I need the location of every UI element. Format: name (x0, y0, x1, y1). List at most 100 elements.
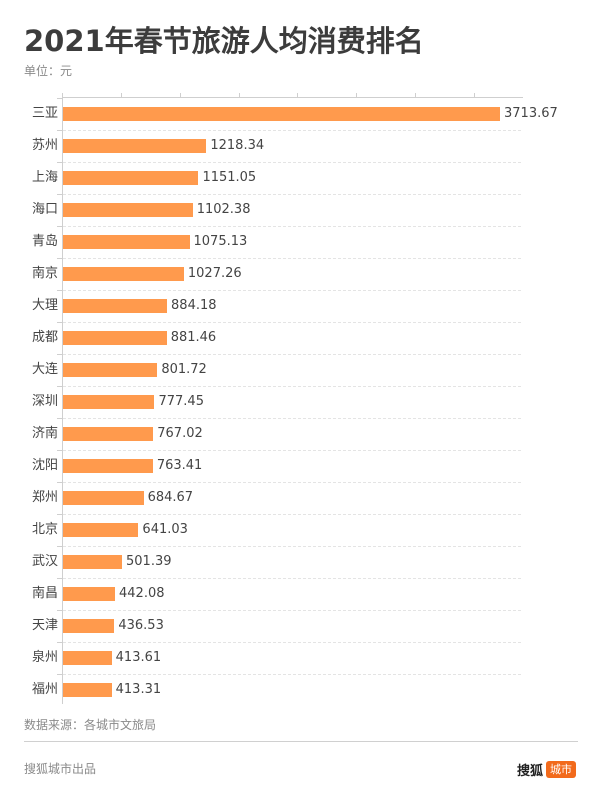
bar-chart: 三亚 3713.67 苏州 1218.34 上海 1151.05 海口 1102.38 青岛 10… (0, 93, 600, 706)
bar (63, 171, 199, 185)
value-label: 763.41 (156, 458, 203, 473)
bar (63, 651, 112, 665)
bar-row: 北京 641.03 (0, 514, 600, 547)
row-gridline (63, 290, 521, 291)
row-gridline (63, 450, 521, 451)
bar (63, 363, 158, 377)
value-label: 1218.34 (210, 138, 265, 153)
y-axis-tick (57, 450, 62, 451)
bar-row: 三亚 3713.67 (0, 98, 600, 131)
row-gridline (63, 258, 521, 259)
value-label: 684.67 (147, 490, 194, 505)
category-label: 济南 (31, 426, 58, 441)
y-axis-tick (57, 162, 62, 163)
bar (63, 619, 115, 633)
bar (63, 331, 167, 345)
category-label: 三亚 (31, 106, 58, 121)
category-label: 深圳 (31, 394, 58, 409)
brand-badge: 城市 (546, 760, 576, 778)
category-label: 郑州 (31, 490, 58, 505)
row-gridline (63, 194, 521, 195)
value-label: 436.53 (118, 618, 164, 633)
category-label: 福州 (31, 682, 58, 697)
value-label: 777.45 (158, 394, 204, 409)
data-source: 数据来源：各城市文旅局 (24, 718, 157, 732)
bar (63, 555, 122, 569)
y-axis-tick (57, 322, 62, 323)
row-gridline (63, 162, 521, 163)
bar-row: 大理 884.18 (0, 290, 600, 323)
row-gridline (63, 322, 521, 323)
y-axis-tick (57, 354, 62, 355)
row-gridline (63, 226, 521, 227)
bar-row: 成都 881.46 (0, 322, 600, 355)
x-axis-tick (120, 93, 122, 97)
category-label: 大连 (31, 362, 58, 377)
y-axis-line (62, 97, 63, 704)
row-gridline (63, 130, 521, 131)
bar (63, 299, 168, 313)
y-axis-tick (57, 418, 62, 419)
value-label: 767.02 (157, 426, 203, 441)
bar-row: 深圳 777.45 (0, 386, 600, 419)
bar-row: 天津 436.53 (0, 610, 600, 643)
value-label: 884.18 (171, 298, 217, 313)
bar-row: 苏州 1218.34 (0, 130, 600, 163)
bar (63, 427, 154, 441)
bar (63, 267, 184, 281)
row-gridline (63, 578, 521, 579)
row-gridline (63, 674, 521, 675)
y-axis-tick (57, 578, 62, 579)
brand-name: 搜狐 (516, 763, 543, 779)
value-label: 413.31 (115, 682, 162, 697)
y-axis-tick (57, 482, 62, 483)
row-gridline (63, 546, 521, 547)
value-label: 413.61 (115, 650, 162, 665)
bar (63, 459, 153, 473)
producer-credit: 搜狐城市出品 (24, 762, 97, 776)
category-label: 大理 (31, 298, 58, 313)
bar (63, 491, 144, 505)
x-axis-tick (62, 93, 63, 97)
category-label: 武汉 (31, 554, 58, 569)
category-label: 沈阳 (31, 458, 58, 473)
row-gridline (63, 642, 521, 643)
x-axis-tick (297, 93, 299, 97)
category-label: 北京 (31, 522, 58, 537)
y-axis-tick (57, 610, 62, 611)
footer-divider (24, 741, 578, 742)
category-label: 南京 (31, 266, 58, 281)
row-gridline (63, 418, 521, 419)
value-label: 881.46 (170, 330, 217, 345)
value-label: 1075.13 (193, 234, 248, 249)
y-axis-tick (57, 514, 62, 515)
category-label: 南昌 (31, 586, 58, 601)
value-label: 801.72 (161, 362, 207, 377)
bar (63, 107, 500, 121)
bar-row: 泉州 413.61 (0, 642, 600, 675)
bar (63, 139, 207, 153)
y-axis-tick (57, 290, 62, 291)
bar (63, 587, 116, 601)
y-axis-tick (57, 674, 62, 675)
value-label: 3713.67 (504, 106, 558, 121)
unit-label: 单位：元 (24, 64, 73, 78)
y-axis-tick (57, 98, 62, 99)
y-axis-tick (57, 546, 62, 547)
category-label: 上海 (31, 170, 58, 185)
category-label: 泉州 (31, 650, 58, 665)
y-axis-tick (57, 386, 62, 387)
chart-title: 2021年春节旅游人均消费排名 (24, 24, 424, 58)
y-axis-tick (57, 194, 62, 195)
bar-row: 沈阳 763.41 (0, 450, 600, 483)
bar-row: 福州 413.31 (0, 674, 600, 706)
x-axis-tick (179, 93, 181, 97)
row-gridline (63, 610, 521, 611)
category-label: 苏州 (31, 138, 58, 153)
value-label: 1027.26 (187, 266, 242, 281)
bar (63, 235, 190, 249)
sohu-city-logo: 搜狐 城市 (516, 760, 576, 779)
bar-row: 济南 767.02 (0, 418, 600, 451)
row-gridline (63, 386, 521, 387)
value-label: 442.08 (119, 586, 165, 601)
